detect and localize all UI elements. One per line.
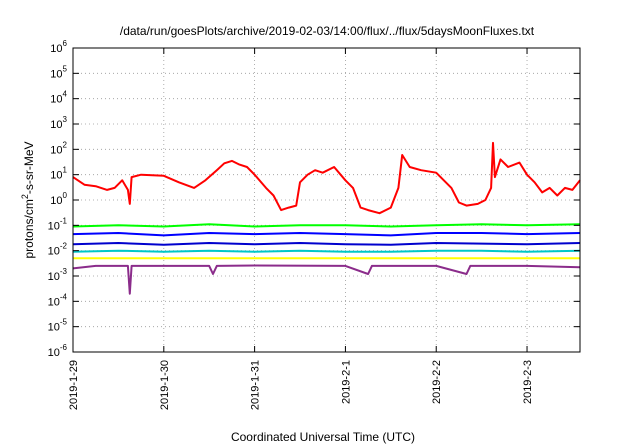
y-tick-label: 10-1 <box>48 216 68 232</box>
y-tick-label: 102 <box>50 140 67 156</box>
x-axis-label: Coordinated Universal Time (UTC) <box>231 430 415 444</box>
x-tick-label: 2019-1-30 <box>159 360 171 410</box>
y-tick-label: 10-4 <box>48 292 68 308</box>
series-layer <box>72 141 581 295</box>
y-tick-label: 101 <box>50 166 67 182</box>
y-tick-label: 10-5 <box>48 318 68 334</box>
grid-layer <box>73 48 580 352</box>
x-tick-label: 2019-1-31 <box>250 360 262 410</box>
series-line-5 <box>72 249 581 253</box>
y-axis-label-pre: protons/cm <box>22 199 36 258</box>
series-line-7 <box>72 264 581 295</box>
y-axis-label-post: -s-sr-MeV <box>22 141 36 194</box>
x-tick-label: 2019-2-1 <box>340 360 352 404</box>
series-line-3 <box>72 232 581 237</box>
y-tick-label: 105 <box>50 64 67 80</box>
y-tick-label: 106 <box>50 39 67 55</box>
y-tick-label: 100 <box>50 191 67 207</box>
series-line-1 <box>72 141 581 215</box>
ticks-layer: 10-6 10-5 10-4 10-3 10-2 10-1 100 101 102 103 104 1… <box>48 39 580 410</box>
y-tick-label: 104 <box>50 90 67 106</box>
chart-title: /data/run/goesPlots/archive/2019-02-03/1… <box>120 24 535 38</box>
y-axis-label-sup: 2 <box>20 194 30 199</box>
y-axis-label: protons/cm2-s-sr-MeV <box>20 141 36 258</box>
y-tick-label: 10-6 <box>48 343 68 359</box>
y-tick-label: 103 <box>50 115 67 131</box>
x-tick-label: 2019-2-2 <box>431 360 443 404</box>
y-tick-label: 10-3 <box>48 267 68 283</box>
series-line-2 <box>72 223 581 228</box>
x-tick-label: 2019-1-29 <box>68 360 80 410</box>
x-tick-label: 2019-2-3 <box>522 360 534 404</box>
series-line-4 <box>72 242 581 246</box>
y-tick-label: 10-2 <box>48 242 68 258</box>
